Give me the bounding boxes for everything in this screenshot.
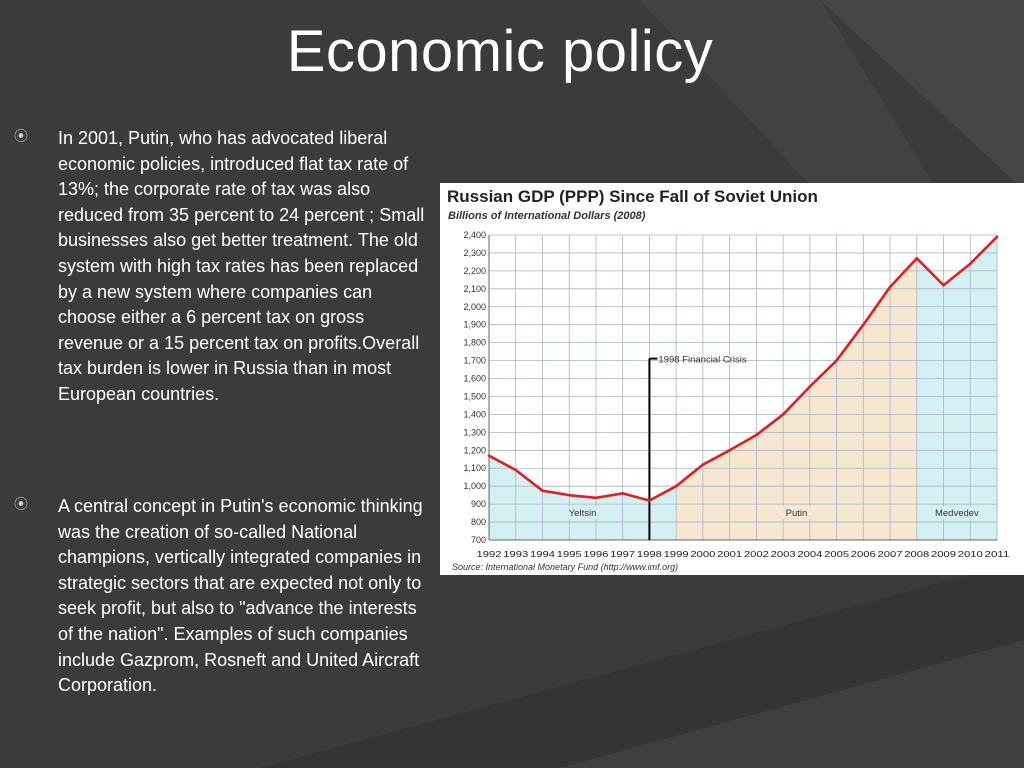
gdp-point — [567, 493, 571, 497]
y-tick-label: 2,000 — [463, 302, 486, 312]
y-tick-label: 1,000 — [463, 481, 486, 491]
gdp-point — [514, 468, 518, 472]
x-tick-label: 2006 — [851, 549, 876, 559]
gdp-point — [968, 262, 972, 266]
x-tick-label: 1996 — [583, 549, 608, 559]
chart-plot: 700 800 900 1,000 1,100 1,200 1,300 1,400 1,500 1… — [463, 230, 1010, 559]
period-label: Medvedev — [935, 508, 979, 519]
gdp-point — [621, 492, 624, 495]
period-area — [916, 236, 997, 540]
y-tick-label: 1,200 — [463, 445, 486, 455]
gdp-series-line — [488, 235, 998, 502]
chart-source: Source: International Monetary Fund (htt… — [452, 562, 679, 572]
chart-title: Russian GDP (PPP) Since Fall of Soviet U… — [447, 187, 818, 206]
crisis-annotation: 1998 Financial Crisis — [658, 355, 746, 366]
x-tick-label: 1995 — [557, 549, 582, 559]
x-tick-label: 1993 — [503, 549, 528, 559]
x-tick-label: 2009 — [931, 549, 956, 559]
x-tick-label: 2000 — [690, 549, 715, 559]
gdp-point — [781, 413, 785, 416]
x-tick-label: 1998 — [637, 549, 662, 559]
y-tick-label: 800 — [471, 517, 486, 527]
y-tick-label: 1,600 — [463, 374, 486, 384]
chart-subtitle: Billions of International Dollars (2008) — [448, 210, 646, 222]
circle-dot-bullet-icon: ⦿ — [14, 128, 28, 144]
gdp-point — [835, 359, 838, 362]
y-tick-label: 1,100 — [463, 463, 486, 473]
gdp-point — [755, 433, 758, 437]
gdp-point — [915, 257, 919, 260]
x-tick-label: 1999 — [664, 549, 689, 559]
period-label-bg — [778, 506, 815, 519]
gdp-point — [594, 496, 598, 500]
gdp-point — [648, 499, 651, 502]
x-tick-label: 2001 — [717, 549, 742, 559]
x-tick-label: 1994 — [530, 549, 555, 559]
period-label-bg — [930, 506, 984, 519]
gdp-point — [541, 489, 544, 492]
x-tick-label: 2005 — [824, 549, 849, 559]
y-tick-label: 1,300 — [463, 427, 486, 437]
y-tick-label: 2,400 — [463, 230, 486, 240]
y-tick-label: 1,400 — [463, 409, 486, 419]
y-tick-label: 2,100 — [463, 284, 486, 294]
slide-title: Economic policy — [286, 19, 714, 84]
period-area — [676, 258, 917, 540]
x-tick-label: 2003 — [771, 549, 796, 559]
gdp-point — [701, 463, 705, 466]
gdp-point — [862, 323, 865, 327]
x-tick-label: 2008 — [904, 549, 929, 559]
period-label-bg — [558, 506, 607, 519]
period-label: Putin — [786, 508, 808, 519]
gdp-point — [674, 484, 678, 488]
bullet-text: In 2001, Putin, who has advocated libera… — [58, 128, 425, 404]
x-tick-label: 1997 — [610, 549, 635, 559]
y-tick-label: 700 — [471, 535, 486, 545]
x-tick-label: 2010 — [958, 549, 983, 559]
x-tick-label: 2011 — [985, 549, 1010, 559]
y-tick-label: 1,800 — [463, 338, 486, 348]
y-tick-label: 900 — [471, 499, 486, 509]
gdp-chart: Russian GDP (PPP) Since Fall of Soviet U… — [440, 183, 1024, 575]
gdp-point — [942, 283, 945, 287]
y-tick-label: 1,700 — [463, 356, 486, 366]
gdp-point — [888, 285, 892, 289]
y-tick-label: 1,500 — [463, 391, 486, 401]
y-tick-label: 2,200 — [463, 266, 486, 276]
x-tick-label: 1992 — [477, 549, 502, 559]
gdp-point — [487, 454, 491, 457]
gdp-point — [728, 448, 731, 452]
x-tick-label: 2002 — [744, 549, 769, 559]
x-tick-label: 2004 — [797, 549, 822, 559]
gdp-point — [995, 235, 999, 239]
y-tick-label: 2,300 — [463, 248, 486, 258]
period-label: Yeltsin — [569, 508, 597, 519]
x-tick-label: 2007 — [878, 549, 903, 559]
y-tick-label: 1,900 — [463, 320, 486, 330]
period-area — [489, 455, 677, 540]
circle-dot-bullet-icon: ⦿ — [14, 496, 28, 512]
gdp-point — [808, 385, 812, 388]
bullet-text: A central concept in Putin's economic th… — [58, 496, 423, 696]
